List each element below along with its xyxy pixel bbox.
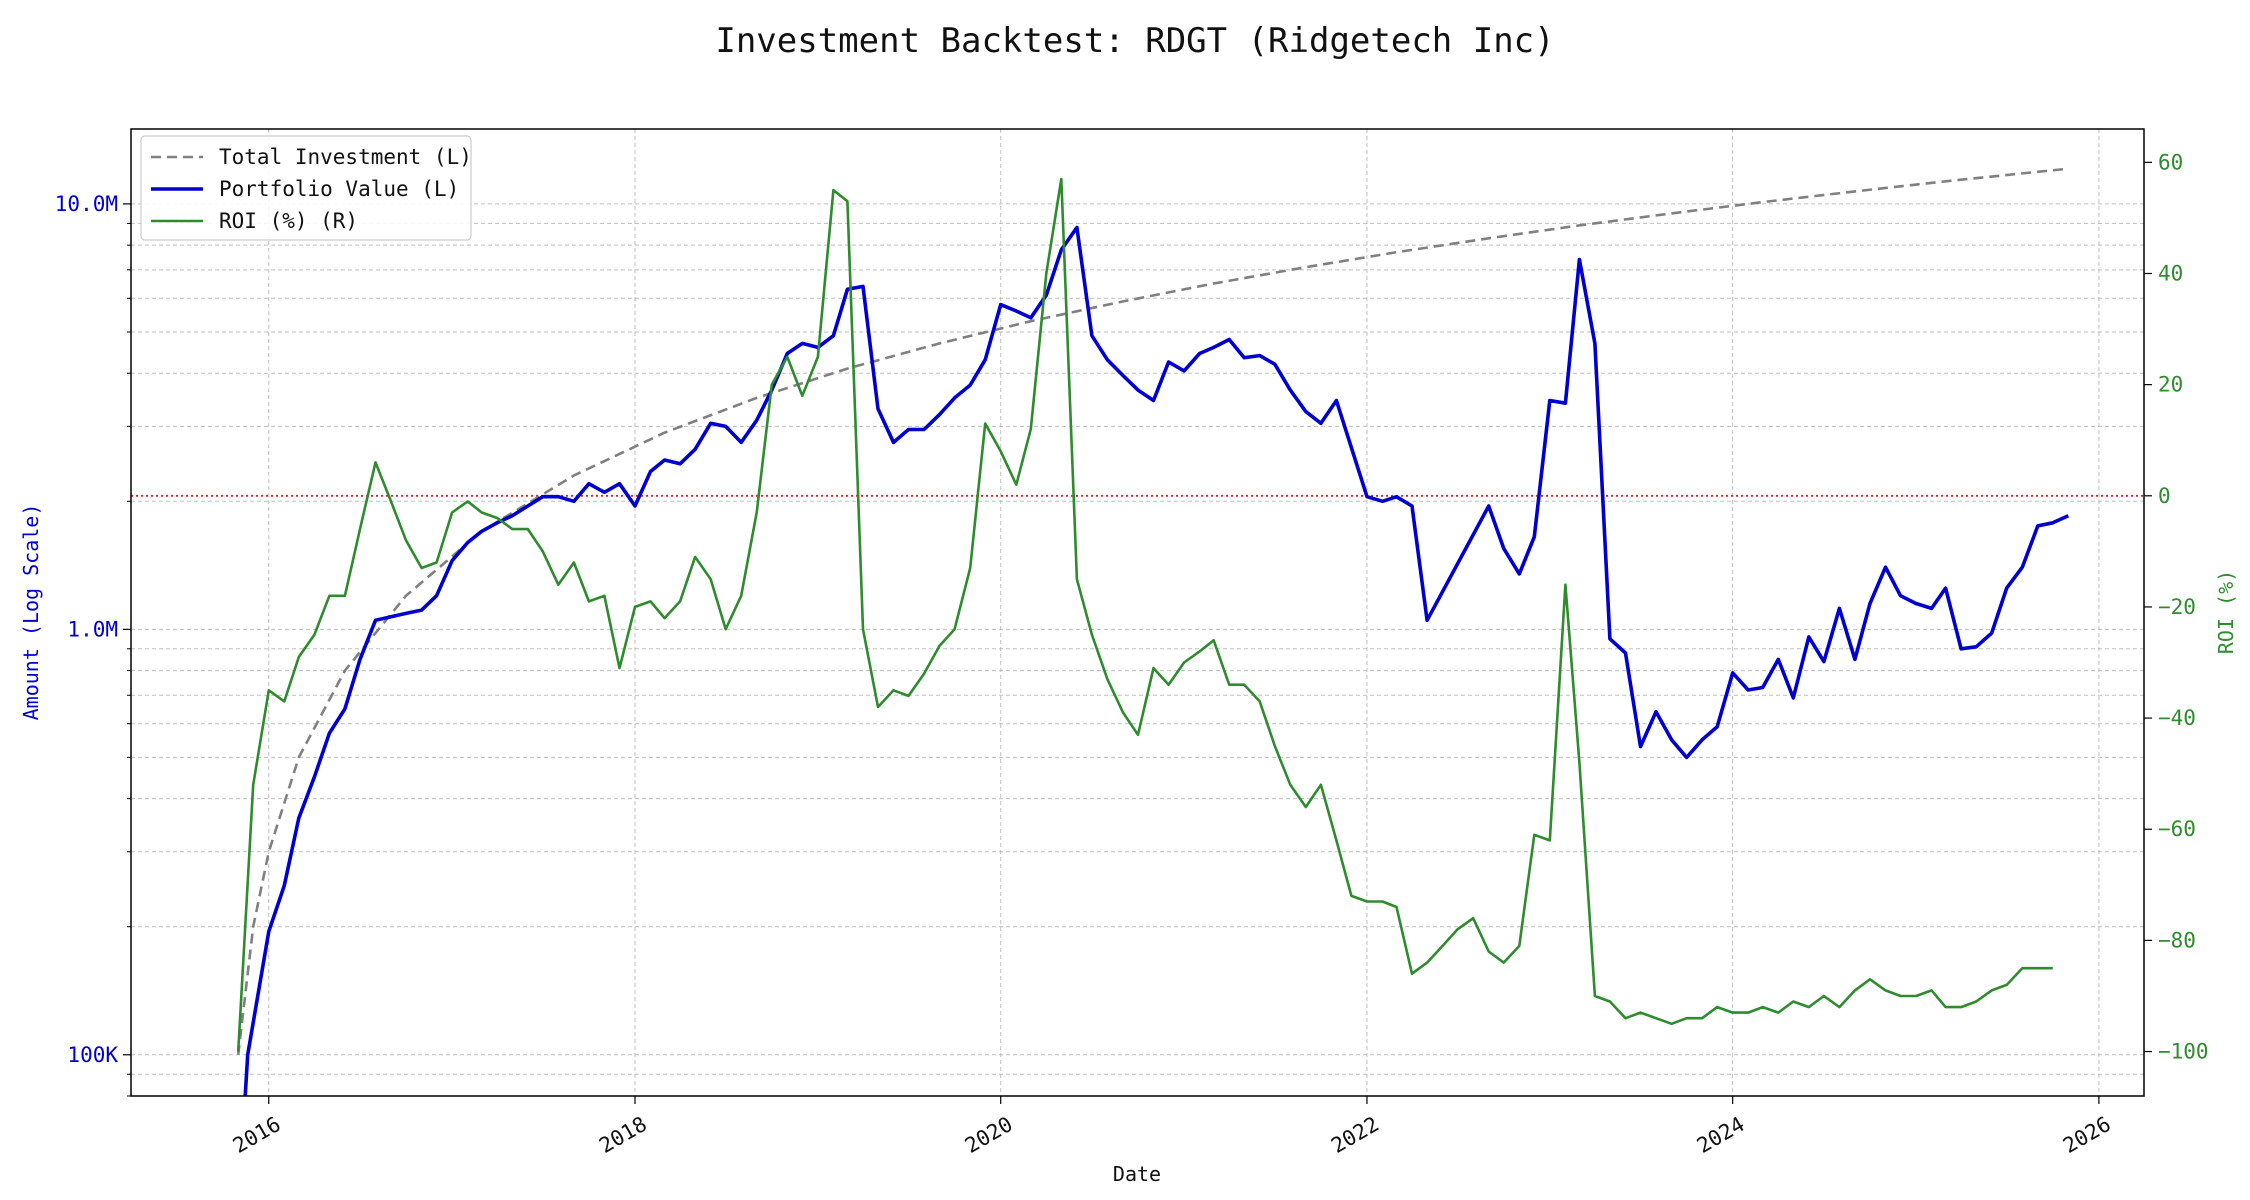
legend-box <box>140 135 472 241</box>
left-axis: 100K 1.0M 10.0M <box>55 192 131 1097</box>
left-axis-label: Amount (Log Scale) <box>19 504 43 721</box>
series-line-portfolio-value-l <box>243 225 2070 1096</box>
x-tick-label: 2022 <box>1327 1112 1383 1158</box>
left-tick-label: 10.0M <box>55 192 118 216</box>
right-tick-label: −40 <box>2158 706 2196 730</box>
right-axis-label: ROI (%) <box>2214 570 2238 654</box>
right-axis: 60 40 20 0 −20 −40 −60 −80 −100 <box>2144 150 2209 1064</box>
series-line-total-investment-l <box>236 167 2069 1055</box>
left-tick-label: 1.0M <box>67 617 118 641</box>
series-lines <box>236 167 2070 1096</box>
right-tick-label: −20 <box>2158 595 2196 619</box>
right-tick-label: 60 <box>2158 150 2183 174</box>
series-line-roi-r <box>236 177 2053 1052</box>
left-tick-label: 100K <box>67 1043 118 1067</box>
x-tick-label: 2024 <box>1693 1112 1749 1158</box>
x-axis-label: Date <box>1113 1162 1161 1186</box>
legend: Total Investment (L) Portfolio Value (L) R… <box>140 135 472 241</box>
x-axis: 2016 2018 2020 2022 2024 2026 <box>229 1096 2115 1158</box>
right-tick-label: −100 <box>2158 1040 2209 1064</box>
right-tick-label: 0 <box>2158 484 2171 508</box>
chart-title: Investment Backtest: RDGT (Ridgetech Inc… <box>715 21 1554 61</box>
x-tick-label: 2016 <box>229 1112 285 1158</box>
x-tick-label: 2020 <box>961 1112 1017 1158</box>
plot-frame <box>130 128 2145 1097</box>
x-tick-label: 2026 <box>2059 1112 2115 1158</box>
legend-label: Portfolio Value (L) <box>219 177 459 201</box>
right-tick-label: 40 <box>2158 261 2183 285</box>
legend-label: Total Investment (L) <box>219 145 472 169</box>
right-tick-label: 20 <box>2158 373 2183 397</box>
x-tick-label: 2018 <box>595 1112 651 1158</box>
right-tick-label: −80 <box>2158 928 2196 952</box>
legend-label: ROI (%) (R) <box>219 209 358 233</box>
right-tick-label: −60 <box>2158 817 2196 841</box>
